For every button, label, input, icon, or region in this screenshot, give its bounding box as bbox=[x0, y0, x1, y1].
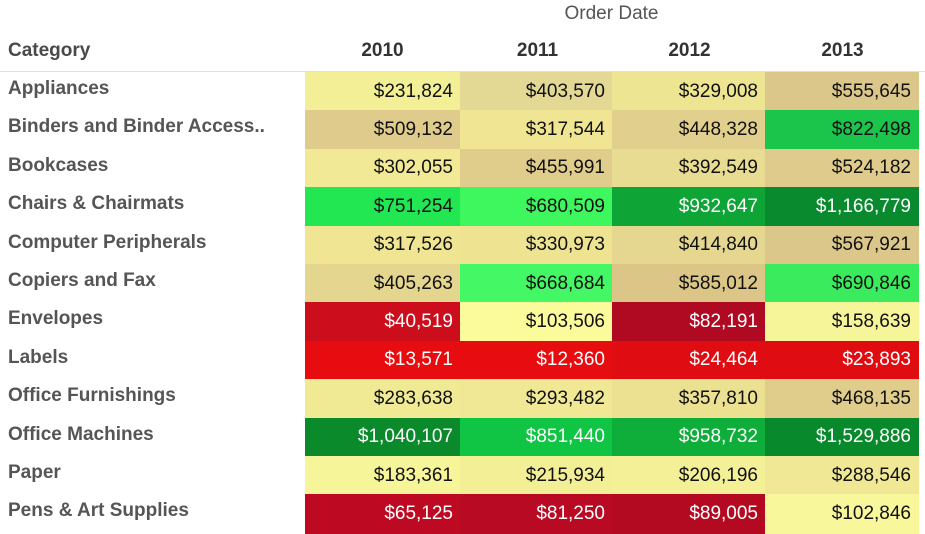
table-cell[interactable]: $65,125 bbox=[305, 494, 461, 534]
year-header-2013[interactable]: 2013 bbox=[821, 40, 864, 61]
table-cell[interactable]: $1,166,779 bbox=[765, 187, 919, 227]
table-cell[interactable]: $509,132 bbox=[305, 110, 461, 150]
table-cell[interactable]: $102,846 bbox=[765, 494, 919, 534]
table-cell[interactable]: $392,549 bbox=[612, 148, 766, 189]
row-label[interactable]: Computer Peripherals bbox=[8, 231, 207, 253]
table-cell[interactable]: $751,254 bbox=[305, 187, 461, 227]
row-label[interactable]: Office Furnishings bbox=[8, 385, 176, 407]
table-cell[interactable]: $555,645 bbox=[765, 72, 919, 112]
table-cell[interactable]: $82,191 bbox=[612, 302, 766, 342]
table-cell[interactable]: $329,008 bbox=[612, 72, 766, 112]
header-divider bbox=[0, 71, 925, 72]
table-cell[interactable]: $317,544 bbox=[460, 110, 613, 150]
table-cell[interactable]: $12,360 bbox=[460, 340, 613, 381]
table-cell[interactable]: $690,846 bbox=[765, 264, 919, 304]
table-cell[interactable]: $183,361 bbox=[305, 456, 461, 496]
year-header-2010[interactable]: 2010 bbox=[361, 40, 404, 61]
row-label[interactable]: Pens & Art Supplies bbox=[8, 500, 189, 522]
table-cell[interactable]: $330,973 bbox=[460, 225, 613, 265]
row-label[interactable]: Office Machines bbox=[8, 423, 154, 445]
table-cell[interactable]: $231,824 bbox=[305, 72, 461, 112]
table-cell[interactable]: $283,638 bbox=[305, 379, 461, 419]
table-cell[interactable]: $215,934 bbox=[460, 456, 613, 496]
table-cell[interactable]: $524,182 bbox=[765, 148, 919, 189]
category-header: Category bbox=[8, 40, 91, 61]
table-cell[interactable]: $1,529,886 bbox=[765, 417, 919, 457]
column-group-title: Order Date bbox=[564, 3, 659, 24]
table-cell[interactable]: $448,328 bbox=[612, 110, 766, 150]
table-cell[interactable]: $414,840 bbox=[612, 225, 766, 265]
table-cell[interactable]: $585,012 bbox=[612, 264, 766, 304]
row-label[interactable]: Appliances bbox=[8, 78, 110, 99]
table-cell[interactable]: $1,040,107 bbox=[305, 417, 461, 457]
table-cell[interactable]: $958,732 bbox=[612, 417, 766, 457]
row-label[interactable]: Labels bbox=[8, 346, 69, 368]
table-cell[interactable]: $405,263 bbox=[305, 264, 461, 304]
row-label[interactable]: Paper bbox=[8, 462, 61, 483]
table-cell[interactable]: $822,498 bbox=[765, 110, 919, 150]
table-cell[interactable]: $81,250 bbox=[460, 494, 613, 534]
table-cell[interactable]: $206,196 bbox=[612, 456, 766, 496]
table-cell[interactable]: $23,893 bbox=[765, 340, 919, 381]
year-header-2012[interactable]: 2012 bbox=[668, 40, 711, 61]
row-label[interactable]: Envelopes bbox=[8, 308, 104, 330]
table-cell[interactable]: $357,810 bbox=[612, 379, 766, 419]
row-label[interactable]: Bookcases bbox=[8, 154, 109, 176]
table-cell[interactable]: $455,991 bbox=[460, 148, 613, 189]
row-label[interactable]: Copiers and Fax bbox=[8, 270, 156, 291]
table-cell[interactable]: $13,571 bbox=[305, 340, 461, 381]
table-cell[interactable]: $293,482 bbox=[460, 379, 613, 419]
table-cell[interactable]: $668,684 bbox=[460, 264, 613, 304]
year-header-2011[interactable]: 2011 bbox=[516, 40, 559, 61]
table-cell[interactable]: $317,526 bbox=[305, 225, 461, 265]
table-cell[interactable]: $158,639 bbox=[765, 302, 919, 342]
table-cell[interactable]: $288,546 bbox=[765, 456, 919, 496]
table-cell[interactable]: $403,570 bbox=[460, 72, 613, 112]
table-cell[interactable]: $103,506 bbox=[460, 302, 613, 342]
row-label[interactable]: Chairs & Chairmats bbox=[8, 193, 185, 215]
table-cell[interactable]: $851,440 bbox=[460, 417, 613, 457]
table-cell[interactable]: $567,921 bbox=[765, 225, 919, 265]
table-cell[interactable]: $24,464 bbox=[612, 340, 766, 381]
row-label[interactable]: Binders and Binder Access.. bbox=[8, 116, 265, 138]
table-cell[interactable]: $302,055 bbox=[305, 148, 461, 189]
table-cell[interactable]: $932,647 bbox=[612, 187, 766, 227]
table-cell[interactable]: $40,519 bbox=[305, 302, 461, 342]
table-cell[interactable]: $89,005 bbox=[612, 494, 766, 534]
table-cell[interactable]: $680,509 bbox=[460, 187, 613, 227]
table-cell[interactable]: $468,135 bbox=[765, 379, 919, 419]
